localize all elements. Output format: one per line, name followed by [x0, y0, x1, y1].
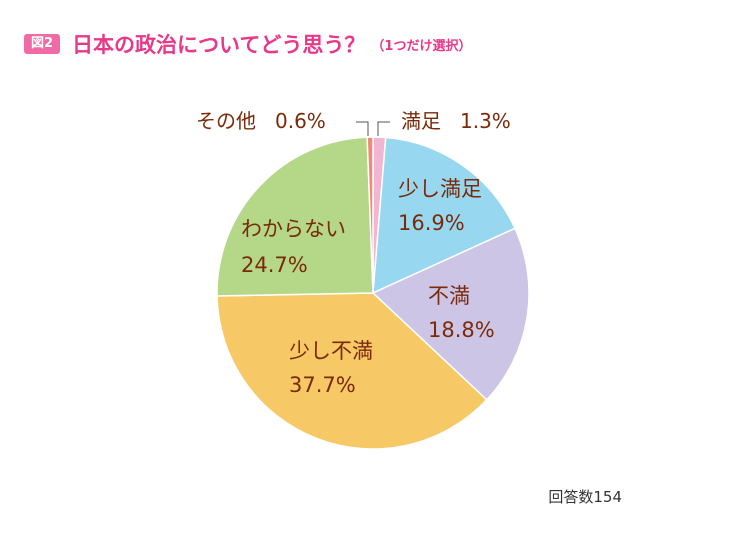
chart-header: 図2 日本の政治についてどう思う？ （1つだけ選択）	[24, 26, 471, 62]
slice-value-label: 37.7%	[289, 373, 356, 397]
response-count: 回答数154	[548, 488, 622, 506]
leader-line	[377, 121, 390, 136]
slice-label: その他	[196, 109, 256, 133]
slice-label: 不満	[428, 284, 470, 308]
pie-slice	[372, 136, 516, 295]
slice-label: 少し不満	[289, 339, 373, 363]
slice-value-label: 0.6%	[275, 109, 326, 133]
slice-value-label: 1.3%	[460, 109, 511, 133]
figure-number-badge: 図2	[24, 34, 61, 54]
chart-subtitle: （1つだけ選択）	[371, 38, 472, 54]
slice-value-label: 24.7%	[241, 253, 308, 277]
slice-label: わからない	[241, 217, 346, 241]
slice-value-label: 18.8%	[428, 318, 495, 342]
leader-line	[356, 121, 369, 136]
slice-label: 満足	[401, 109, 441, 133]
chart-title: 日本の政治についてどう思う？	[72, 33, 366, 57]
pie-slice	[371, 227, 530, 401]
pie-slice	[216, 136, 374, 297]
pie-slice	[366, 136, 374, 294]
slice-value-label: 16.9%	[398, 211, 465, 235]
slice-label: 少し満足	[398, 177, 482, 201]
pie-slice	[216, 292, 488, 450]
